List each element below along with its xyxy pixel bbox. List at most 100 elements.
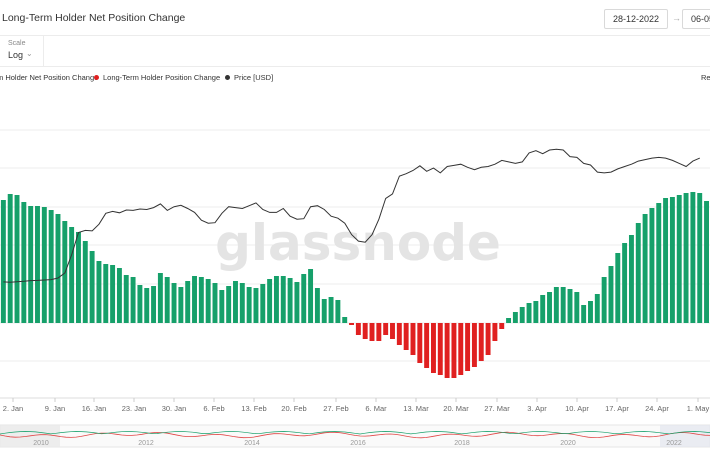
bar-mark [608, 266, 614, 323]
bar-mark [82, 241, 88, 323]
bar-mark [376, 323, 382, 341]
reset-zoom-button[interactable]: Re [701, 73, 710, 82]
bar-mark [615, 253, 621, 323]
bar-mark [669, 197, 675, 323]
scale-label: Scale [8, 40, 26, 47]
bar-mark [567, 289, 573, 323]
legend-item-position-change[interactable]: Long-Term Holder Position Change [94, 73, 220, 82]
bar-mark [219, 290, 225, 323]
bar-mark [574, 292, 580, 323]
bar-mark [635, 223, 641, 323]
bar-mark [280, 276, 286, 323]
bar-mark [642, 214, 648, 323]
bar-mark [628, 235, 634, 323]
bar-mark [676, 195, 682, 323]
x-tick-label: 23. Jan [122, 404, 147, 413]
bar-mark [253, 288, 259, 323]
date-from-input[interactable]: 28-12-2022 [604, 9, 668, 29]
scale-selector[interactable]: Scale Log ⌄ [0, 36, 44, 66]
bar-mark [594, 294, 600, 323]
date-to-input[interactable]: 06-05-2 [682, 9, 710, 29]
navigator-series-green [0, 431, 710, 435]
bar-mark [663, 198, 669, 323]
bar-mark [390, 323, 395, 339]
chart-plot-area[interactable]: glassnode 2. Jan 9. Jan 16. Jan 23. Jan 30. … [0, 90, 710, 458]
bar-mark [683, 193, 689, 323]
bar-mark [526, 303, 532, 323]
bar-mark [321, 299, 327, 323]
bar-mark [362, 323, 368, 339]
bar-mark [14, 195, 20, 323]
bar-mark [130, 277, 136, 323]
bar-mark [267, 279, 273, 323]
bar-mark [424, 323, 430, 368]
bar-mark [171, 283, 177, 323]
price-line [3, 148, 700, 283]
x-tick-label: 30. Jan [162, 404, 187, 413]
bar-mark [690, 192, 696, 323]
bar-mark [198, 277, 204, 323]
bar-mark [7, 194, 13, 323]
x-tick-label: 2. Jan [3, 404, 23, 413]
bar-mark [301, 274, 307, 323]
x-tick-label: 9. Jan [45, 404, 65, 413]
bar-mark [656, 203, 662, 323]
bar-mark [369, 323, 375, 341]
bar-mark [69, 227, 75, 323]
bar-mark [328, 297, 334, 323]
bar-mark [540, 295, 546, 323]
bar-mark [355, 323, 361, 335]
bar-mark [192, 276, 197, 323]
chevron-down-icon: ⌄ [26, 49, 33, 58]
bar-mark [294, 282, 300, 323]
overview-tick-label: 2014 [244, 440, 260, 447]
scale-value: Log [8, 50, 24, 60]
x-tick-label: 6. Feb [203, 404, 224, 413]
x-tick-label: 20. Feb [281, 404, 306, 413]
bar-mark [499, 323, 505, 329]
legend-item-net-position[interactable]: m Holder Net Position Change [0, 73, 98, 82]
legend-label: Price [USD] [234, 73, 274, 82]
bar-mark [55, 214, 61, 323]
overview-navigator: 2010 2012 2014 2016 2018 2020 2022 [0, 424, 710, 448]
bar-mark [697, 193, 703, 323]
overview-tick-label: 2010 [33, 440, 49, 447]
navigator-selection [660, 425, 710, 447]
bar-mark [478, 323, 484, 361]
bar-mark [485, 323, 491, 355]
x-tick-label: 13. Feb [241, 404, 266, 413]
x-tick-label: 20. Mar [443, 404, 469, 413]
overview-tick-label: 2016 [350, 440, 366, 447]
bar-mark [144, 288, 150, 323]
navigator-series-red [0, 431, 710, 439]
bar-mark [0, 200, 6, 323]
bar-mark [48, 210, 54, 323]
bar-mark [151, 286, 157, 323]
chart-title: Long-Term Holder Net Position Change [2, 12, 186, 24]
top-bar: Long-Term Holder Net Position Change 28-… [0, 0, 710, 36]
x-axis-ticks: 2. Jan 9. Jan 16. Jan 23. Jan 30. Jan 6. Feb 1… [0, 397, 710, 413]
bar-mark [35, 206, 40, 323]
bar-mark [519, 307, 525, 323]
bar-mark [89, 251, 95, 323]
x-tick-label: 24. Apr [645, 404, 669, 413]
bar-mark [451, 323, 457, 378]
legend-item-price[interactable]: Price [USD] [225, 73, 273, 82]
legend-label: Long-Term Holder Position Change [103, 73, 221, 82]
bar-mark [431, 323, 436, 373]
bar-mark [437, 323, 443, 375]
x-tick-label: 10. Apr [565, 404, 589, 413]
x-tick-label: 1. May [687, 404, 710, 413]
x-tick-label: 13. Mar [403, 404, 429, 413]
bar-mark [553, 287, 559, 323]
bar-mark [533, 301, 539, 323]
bar-mark [506, 318, 512, 323]
overview-tick-label: 2020 [560, 440, 576, 447]
bar-series [0, 192, 709, 378]
bar-mark [622, 243, 628, 323]
x-tick-label: 16. Jan [82, 404, 107, 413]
x-tick-label: 6. Mar [365, 404, 387, 413]
x-tick-label: 17. Apr [605, 404, 629, 413]
bar-mark [649, 208, 655, 323]
bar-mark [116, 268, 122, 323]
